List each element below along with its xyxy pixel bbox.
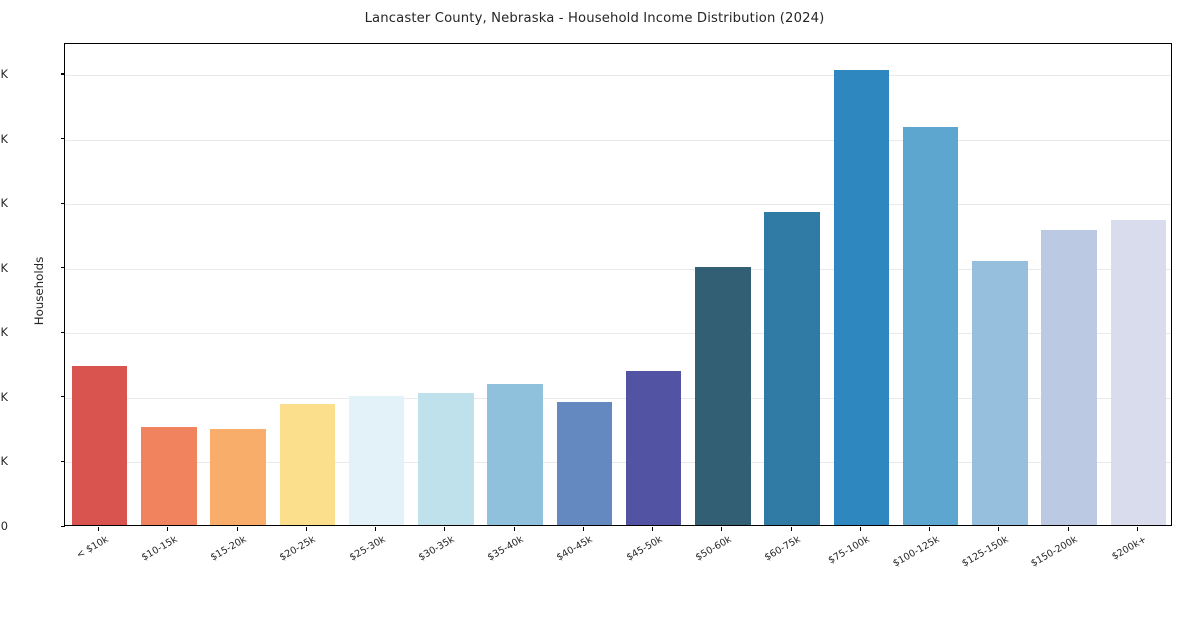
x-axis-tick-label: $45-50k — [624, 534, 665, 564]
x-axis-tick-label: $125-150k — [960, 534, 1011, 570]
gridline — [65, 139, 1171, 141]
x-axis-tick-mark — [998, 526, 1000, 531]
chart-title: Lancaster County, Nebraska - Household I… — [364, 11, 825, 26]
bar[interactable] — [625, 370, 682, 525]
x-axis-tick-mark — [167, 526, 169, 531]
bar[interactable] — [348, 396, 405, 525]
bar[interactable] — [279, 403, 336, 525]
x-axis-tick-mark — [790, 526, 792, 531]
x-axis-tick-label: $50-60k — [693, 534, 734, 564]
x-axis-tick-mark — [375, 526, 377, 531]
bar[interactable] — [487, 383, 543, 525]
x-axis-tick-label: $30-35k — [416, 534, 457, 564]
bar[interactable] — [833, 70, 890, 525]
bar[interactable] — [902, 127, 959, 525]
x-axis-tick-mark — [721, 526, 723, 531]
x-axis-tick-mark — [1136, 526, 1138, 531]
x-axis-tick-mark — [513, 526, 515, 531]
gridline — [65, 204, 1171, 206]
bar[interactable] — [71, 365, 128, 525]
y-axis-tick-label: 10K — [0, 260, 8, 275]
y-axis-tick-label: 12K — [0, 196, 8, 211]
x-axis-tick-label: $60-75k — [762, 534, 803, 564]
y-axis-tick-mark — [60, 138, 65, 140]
chart-figure: Lancaster County, Nebraska - Household I… — [0, 11, 1172, 570]
gridline — [65, 268, 1171, 270]
gridline — [65, 462, 1171, 464]
y-axis-tick-label: 0 — [0, 519, 8, 533]
x-axis-tick-mark — [305, 526, 307, 531]
x-axis-tick-label: $75-100k — [826, 534, 872, 567]
x-axis-tick-label: $200k+ — [1110, 534, 1149, 563]
y-axis-tick-mark — [60, 267, 65, 269]
y-axis-tick-label: 15K — [0, 131, 8, 146]
y-axis-tick-mark — [60, 202, 65, 204]
gridline — [65, 397, 1171, 399]
plot-area — [64, 43, 1172, 526]
gridline — [65, 333, 1171, 335]
x-axis-tick-label: $20-25k — [278, 534, 318, 564]
x-axis-tick-mark — [1067, 526, 1069, 531]
gridline — [65, 74, 1171, 76]
y-axis-tick-mark — [60, 73, 65, 75]
x-axis-tick-label: $100-125k — [890, 534, 942, 570]
bar[interactable] — [695, 266, 751, 525]
x-axis-tick-mark — [444, 526, 446, 531]
y-axis-label: Households — [32, 256, 46, 326]
x-axis-tick-mark — [582, 526, 584, 531]
x-axis-tick-mark — [98, 526, 100, 531]
x-axis-tick-label: $10-15k — [139, 534, 180, 564]
x-axis-tick-label: $40-45k — [555, 534, 595, 564]
bar[interactable] — [972, 260, 1028, 525]
x-axis-tick-label: $15-20k — [208, 534, 249, 564]
y-axis-tick-mark — [60, 396, 65, 398]
y-axis-tick-mark — [60, 331, 65, 333]
x-axis-tick-mark — [236, 526, 238, 531]
x-axis-tick-mark — [859, 526, 861, 531]
y-axis-tick-label: 5K — [0, 389, 8, 404]
y-axis-tick-mark — [60, 460, 65, 463]
bar[interactable] — [1110, 220, 1167, 525]
bar[interactable] — [141, 427, 197, 525]
bar[interactable] — [418, 393, 474, 525]
y-axis-tick-label: 17K — [0, 66, 8, 81]
bar[interactable] — [556, 401, 613, 525]
y-axis-tick-label: 7K — [0, 325, 8, 340]
y-axis-tick-label: 2K — [0, 454, 8, 469]
y-axis-tick-mark — [60, 525, 65, 527]
x-axis-tick-mark — [652, 526, 654, 531]
x-axis-tick-mark — [929, 526, 931, 531]
bar[interactable] — [210, 429, 266, 525]
x-axis-tick-label: $25-30k — [347, 534, 388, 564]
bar[interactable] — [1041, 229, 1097, 525]
x-axis-tick-label: $150-200k — [1029, 534, 1080, 570]
x-axis-tick-label: $35-40k — [485, 534, 526, 564]
bar[interactable] — [764, 211, 820, 525]
